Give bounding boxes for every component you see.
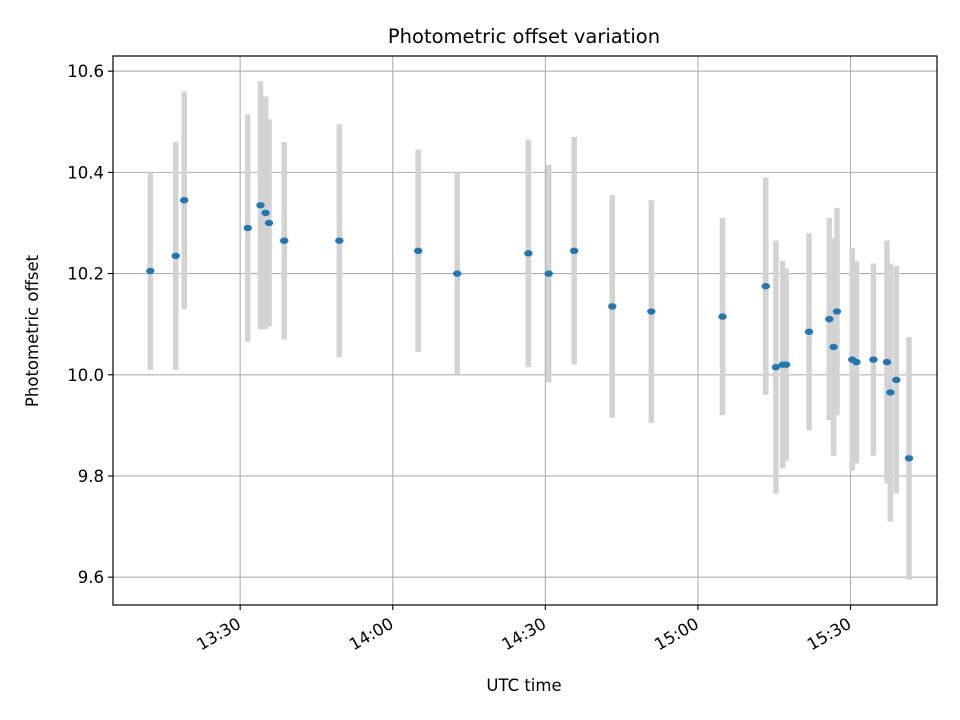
data-point xyxy=(264,219,274,227)
y-tick-label: 9.6 xyxy=(78,568,104,587)
data-point xyxy=(413,247,423,255)
data-point xyxy=(882,358,892,366)
data-point xyxy=(335,237,344,244)
data-point xyxy=(261,209,270,217)
y-tick-label: 9.8 xyxy=(78,467,104,486)
plot-frame xyxy=(112,55,938,606)
data-point xyxy=(852,358,861,366)
data-point xyxy=(869,356,878,363)
data-point xyxy=(832,308,842,315)
data-point xyxy=(171,252,180,260)
data-point xyxy=(825,315,834,323)
data-point xyxy=(608,303,617,310)
data-point xyxy=(146,267,155,275)
data-point xyxy=(647,308,656,315)
data-point xyxy=(904,455,914,462)
data-point xyxy=(771,363,781,371)
data-point xyxy=(892,376,901,384)
y-tick-label: 10.6 xyxy=(67,62,104,81)
x-axis-label: UTC time xyxy=(486,676,561,695)
data-point xyxy=(280,237,289,244)
data-point xyxy=(256,202,265,209)
chart-title: Photometric offset variation xyxy=(388,25,660,48)
data-point xyxy=(243,224,252,232)
y-tick-label: 10.0 xyxy=(67,366,104,385)
y-axis-ticks: 9.6 9.8 10.0 10.2 10.4 10.6 xyxy=(67,62,113,587)
y-tick-label: 10.2 xyxy=(67,265,104,284)
data-point xyxy=(886,389,895,396)
data-point xyxy=(524,250,533,257)
plot-area xyxy=(113,56,937,605)
data-point xyxy=(781,361,791,368)
data-point xyxy=(544,270,553,277)
data-point xyxy=(718,313,727,320)
data-point xyxy=(569,247,579,255)
data-points xyxy=(146,197,914,462)
data-point xyxy=(761,283,770,290)
data-point xyxy=(804,328,814,335)
data-point xyxy=(452,270,462,277)
data-point xyxy=(829,343,838,351)
y-tick-label: 10.4 xyxy=(67,163,104,182)
data-point xyxy=(180,197,189,204)
y-axis-label: Photometric offset xyxy=(23,254,42,407)
